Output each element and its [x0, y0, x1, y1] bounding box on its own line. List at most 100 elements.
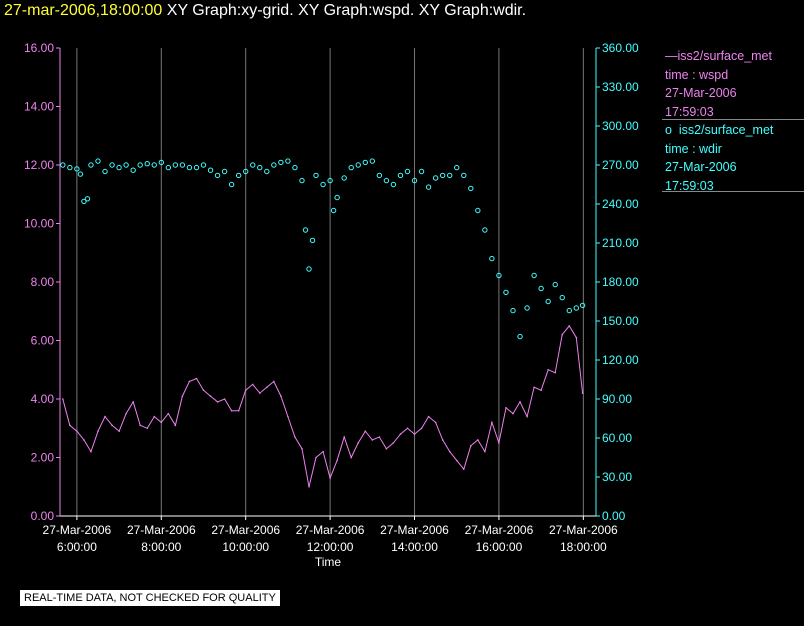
wdir-point	[207, 167, 214, 173]
wdir-point	[77, 171, 84, 177]
legend-wspd-var: time : wspd	[665, 67, 729, 82]
wspd-point	[139, 424, 141, 427]
wdir-point	[228, 181, 235, 188]
wspd-point	[427, 415, 430, 418]
wspd-point	[160, 421, 163, 424]
wdir-point	[559, 294, 565, 301]
wdir-point	[186, 164, 193, 171]
wspd-point	[343, 436, 345, 438]
wdir-point	[84, 196, 91, 202]
wspd-point	[83, 439, 85, 441]
wdir-point	[235, 172, 242, 179]
wspd-point	[434, 421, 437, 424]
wspd-point	[251, 383, 254, 386]
wdir-point	[285, 158, 291, 164]
axes	[56, 47, 600, 520]
wdir-point	[81, 198, 87, 205]
wspd-point	[505, 406, 507, 409]
wspd-line	[62, 325, 584, 487]
wdir-point	[320, 181, 326, 188]
wspd-point	[568, 325, 571, 327]
wdir-point	[123, 162, 129, 168]
x-tick-date: 27-Mar-2006	[211, 523, 280, 537]
wdir-point	[102, 168, 108, 175]
wdir-point	[158, 159, 164, 166]
wspd-point	[244, 389, 247, 392]
wdir-point	[411, 177, 418, 184]
wdir-point	[383, 177, 390, 184]
wspd-point	[371, 439, 374, 441]
wspd-point	[209, 395, 212, 397]
left-tick-label: 0.00	[31, 509, 55, 523]
left-tick-label: 10.00	[24, 217, 54, 231]
x-tick-date: 27-Mar-2006	[127, 523, 196, 537]
wdir-point	[579, 302, 586, 309]
wspd-point	[118, 430, 120, 432]
wdir-point	[151, 162, 157, 168]
wdir-point	[214, 172, 221, 179]
left-tick-label: 12.00	[24, 158, 54, 172]
right-tick-label: 270.00	[602, 158, 639, 172]
right-tick-label: 180.00	[602, 275, 639, 289]
right-tick-label: 0.00	[602, 509, 626, 523]
wspd-point	[273, 380, 275, 383]
wspd-point	[237, 409, 240, 412]
wspd-point	[223, 398, 226, 400]
legend-wdir-time: 17:59:03	[665, 178, 714, 193]
x-tick-date: 27-Mar-2006	[43, 523, 112, 537]
wdir-point	[355, 162, 361, 168]
wdir-point	[482, 227, 488, 233]
wdir-point	[302, 227, 309, 233]
wdir-point	[545, 298, 551, 305]
legend-wspd-time: 17:59:03	[665, 104, 714, 119]
wspd-point	[406, 427, 409, 430]
wdir-point	[109, 162, 115, 168]
wspd-point	[399, 433, 402, 435]
title-timestamp: 27-mar-2006,18:00:00	[4, 2, 163, 19]
x-tick-date: 27-Mar-2006	[465, 523, 534, 537]
right-tick-label: 60.00	[602, 431, 632, 445]
wspd-point	[301, 447, 303, 450]
left-tick-label: 16.00	[24, 41, 54, 55]
wdir-point	[165, 164, 172, 171]
wspd-point	[258, 392, 261, 394]
legend-wdir-date: 27-Mar-2006	[665, 160, 737, 174]
wdir-point	[418, 168, 425, 175]
wspd-point	[111, 424, 113, 427]
left-tick-label: 4.00	[31, 392, 55, 406]
wspd-point	[547, 368, 549, 371]
legend-divider	[662, 191, 804, 192]
right-tick-label: 240.00	[602, 197, 639, 211]
wspd-point	[188, 380, 191, 383]
wdir-point	[137, 162, 143, 168]
wspd-point	[104, 415, 106, 418]
wspd-point	[90, 450, 92, 453]
quality-disclaimer: REAL-TIME DATA, NOT CHECKED FOR QUALITY	[20, 590, 280, 606]
wdir-point	[446, 172, 453, 179]
wspd-point	[153, 415, 156, 418]
right-tick-label: 150.00	[602, 314, 639, 328]
wspd-point	[477, 439, 479, 441]
wspd-point	[561, 333, 564, 336]
wdir-point	[566, 307, 572, 314]
wdir-point	[552, 281, 558, 288]
tick-labels: 0.00 2.00 4.00 6.00 8.00 10.00 12.00 14.00 16.00…	[24, 41, 639, 569]
wdir-point	[439, 172, 446, 179]
x-tick-time: 6:00:00	[57, 540, 97, 554]
wdir-point	[299, 177, 305, 184]
x-tick-date: 27-Mar-2006	[296, 523, 365, 537]
wdir-point	[376, 172, 383, 179]
wspd-series	[62, 325, 584, 488]
wspd-point	[469, 445, 472, 447]
wspd-point	[519, 401, 521, 403]
wdir-point	[172, 162, 179, 168]
wdir-point	[390, 181, 397, 188]
x-tick-time: 14:00:00	[391, 540, 438, 554]
right-tick-label: 330.00	[602, 80, 639, 94]
wspd-point	[350, 456, 353, 459]
wspd-point	[329, 477, 331, 479]
wdir-point	[432, 175, 439, 181]
x-tick-time: 16:00:00	[476, 540, 523, 554]
wspd-point	[413, 433, 416, 435]
wspd-point	[455, 459, 458, 462]
